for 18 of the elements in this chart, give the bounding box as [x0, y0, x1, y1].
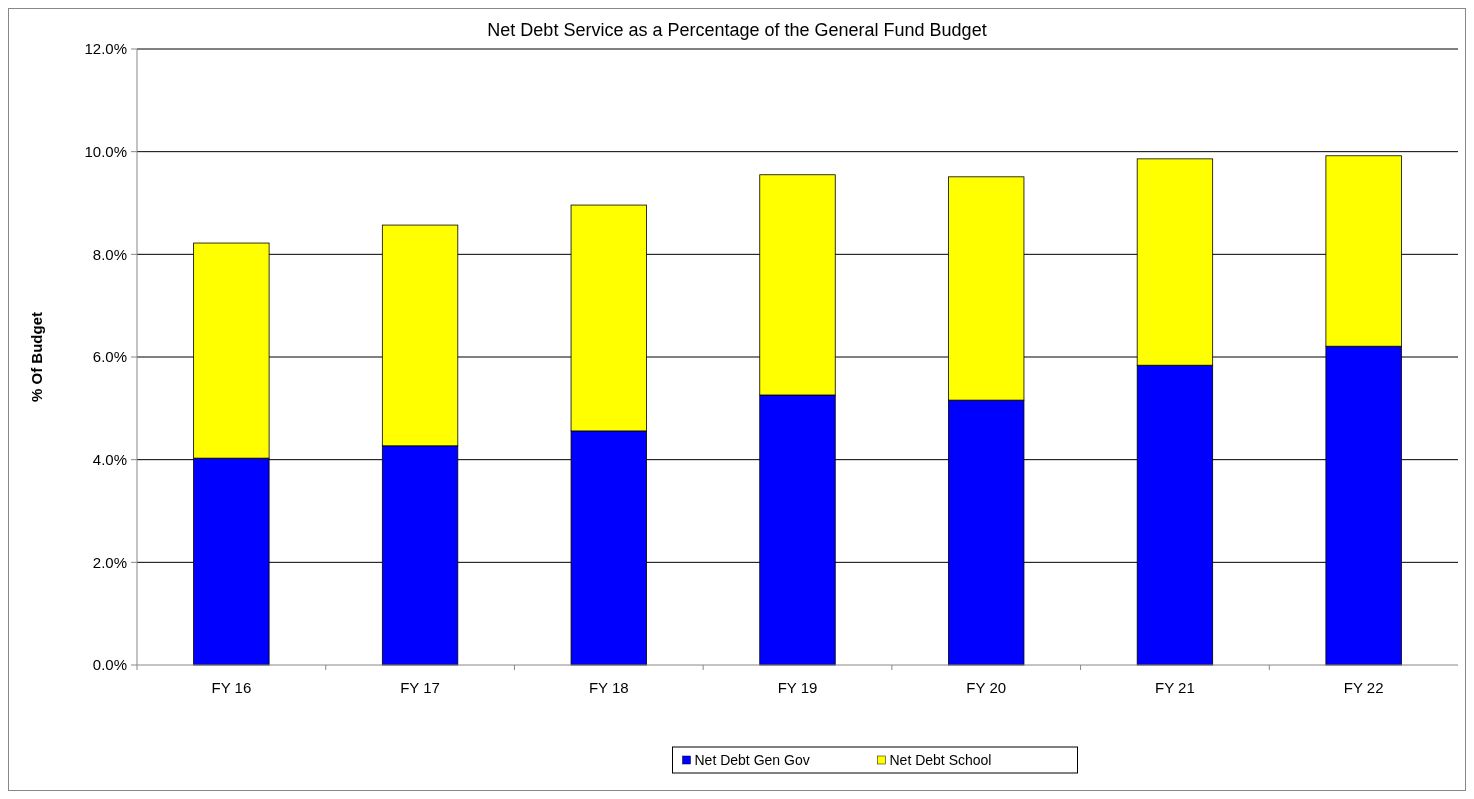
- y-tick-label: 6.0%: [92, 348, 127, 366]
- x-tick-label: FY 22: [1343, 679, 1384, 696]
- y-tick-label: 10.0%: [84, 142, 127, 160]
- y-tick-label: 8.0%: [92, 245, 127, 263]
- x-tick-label: FY 17: [400, 679, 440, 696]
- y-tick-label: 12.0%: [84, 40, 127, 58]
- y-tick-label: 0.0%: [92, 656, 127, 674]
- legend-label: Net Debt School: [889, 752, 992, 768]
- x-tick-label: FY 20: [966, 679, 1007, 696]
- x-tick-label: FY 21: [1155, 679, 1195, 696]
- y-axis-title: % Of Budget: [28, 312, 45, 402]
- x-tick-label: FY 19: [777, 679, 818, 696]
- y-tick-label: 2.0%: [92, 553, 127, 571]
- legend-label: Net Debt Gen Gov: [694, 752, 810, 768]
- x-tick-label: FY 18: [588, 679, 629, 696]
- y-tick-label: 4.0%: [92, 450, 127, 468]
- x-tick-label: FY 16: [211, 679, 252, 696]
- chart-title: Net Debt Service as a Percentage of the General Fund Budget: [487, 20, 987, 40]
